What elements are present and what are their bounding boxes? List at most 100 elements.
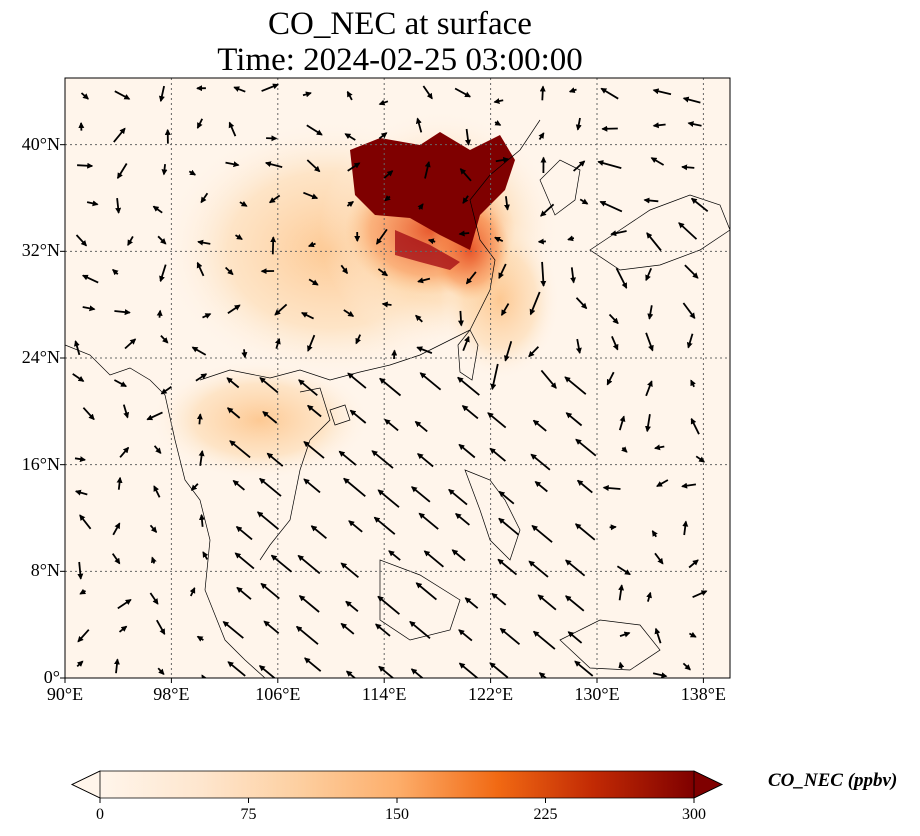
- wind-arrow: [377, 489, 400, 508]
- wind-arrow: [377, 595, 400, 615]
- wind-arrow: [415, 582, 437, 601]
- wind-arrow: [422, 85, 433, 100]
- wind-arrow: [226, 407, 241, 419]
- wind-arrow: [458, 629, 473, 642]
- wind-arrow: [575, 297, 588, 310]
- wind-arrow: [464, 597, 479, 609]
- wind-arrow: [465, 271, 477, 285]
- wind-arrow: [303, 191, 319, 200]
- wind-arrow: [114, 90, 131, 100]
- lon-tick-label: 98°E: [153, 684, 190, 704]
- wind-arrow: [298, 379, 318, 396]
- wind-arrow: [79, 514, 92, 530]
- wind-arrow: [156, 309, 163, 318]
- wind-arrow: [379, 377, 402, 397]
- wind-arrow: [564, 376, 587, 395]
- wind-arrow: [79, 588, 87, 595]
- wind-arrow: [378, 665, 395, 678]
- wind-arrow: [646, 591, 652, 602]
- wind-arrow: [608, 313, 619, 325]
- wind-arrow: [198, 450, 205, 466]
- wind-arrow: [306, 159, 321, 173]
- wind-arrow: [346, 200, 355, 208]
- wind-arrow: [579, 198, 589, 205]
- wind-arrow: [241, 349, 248, 359]
- wind-vectors: [72, 83, 709, 678]
- wind-arrow: [375, 623, 391, 637]
- wind-arrow: [191, 346, 207, 356]
- wind-arrow: [112, 269, 119, 276]
- wind-arrow: [196, 118, 204, 129]
- wind-arrow: [681, 164, 695, 171]
- lat-tick-label: 8°N: [30, 560, 60, 581]
- wind-arrow: [347, 372, 367, 389]
- wind-arrow: [256, 511, 279, 530]
- wind-arrow: [650, 157, 665, 166]
- wind-arrow: [687, 121, 702, 128]
- wind-arrow: [266, 452, 284, 467]
- wind-arrow: [572, 160, 586, 172]
- wind-arrow: [76, 660, 84, 668]
- colorbar-tick-label: 150: [385, 806, 409, 823]
- wind-arrow: [646, 232, 662, 252]
- wind-arrow: [188, 169, 197, 176]
- wind-arrow: [196, 635, 204, 642]
- wind-arrow: [115, 198, 122, 214]
- colorbar-tick-label: 300: [682, 806, 706, 823]
- wind-arrow: [302, 91, 312, 98]
- wind-arrow: [340, 622, 355, 635]
- wind-arrow: [574, 660, 594, 677]
- wind-arrow: [686, 333, 694, 349]
- wind-arrow: [695, 455, 706, 463]
- wind-arrow: [274, 303, 288, 316]
- wind-arrow: [340, 264, 349, 275]
- wind-arrow: [690, 379, 696, 388]
- wind-arrow: [611, 336, 619, 351]
- wind-arrow: [410, 668, 424, 678]
- wind-arrow: [259, 377, 279, 394]
- wind-arrow: [391, 349, 398, 360]
- colorbar: [71, 770, 723, 799]
- wind-arrow: [195, 373, 208, 382]
- wind-arrow: [417, 277, 431, 284]
- wind-arrow: [375, 228, 388, 245]
- wind-arrow: [113, 658, 120, 674]
- wind-arrow: [236, 586, 252, 600]
- wind-arrow: [540, 369, 557, 389]
- wind-arrow: [570, 267, 577, 284]
- colorbar-extend-low: [71, 770, 101, 799]
- wind-arrow: [415, 117, 423, 133]
- colorbar-tick-label: 75: [240, 806, 257, 823]
- wind-arrow: [262, 411, 278, 424]
- wind-arrow: [645, 414, 651, 433]
- wind-arrow: [384, 418, 399, 432]
- wind-arrow: [161, 163, 168, 176]
- wind-arrow: [458, 230, 470, 237]
- wind-arrow: [301, 311, 314, 320]
- wind-arrow: [682, 302, 696, 320]
- wind-arrow: [377, 268, 389, 277]
- wind-arrow: [575, 438, 597, 457]
- wind-arrow: [307, 404, 322, 418]
- wind-arrow: [458, 443, 476, 459]
- wind-arrow: [232, 480, 245, 491]
- wind-arrow: [270, 236, 277, 255]
- wind-arrow: [540, 203, 555, 217]
- wind-arrow: [532, 419, 547, 432]
- wind-arrow: [156, 619, 166, 635]
- wind-arrow: [599, 200, 623, 213]
- wind-arrow: [415, 314, 423, 323]
- wind-arrow: [222, 621, 244, 639]
- lat-tick-label: 0°: [43, 667, 60, 687]
- colorbar-extend-high: [693, 770, 723, 799]
- wind-arrow: [233, 86, 246, 93]
- wind-arrow: [448, 488, 468, 506]
- wind-arrow: [234, 552, 255, 570]
- wind-arrow: [306, 124, 323, 136]
- wind-arrow: [228, 121, 237, 137]
- map-title: CO_NEC at surface: [268, 6, 532, 42]
- wind-arrow: [340, 562, 359, 578]
- wind-arrow: [198, 513, 205, 527]
- wind-arrow: [600, 87, 619, 100]
